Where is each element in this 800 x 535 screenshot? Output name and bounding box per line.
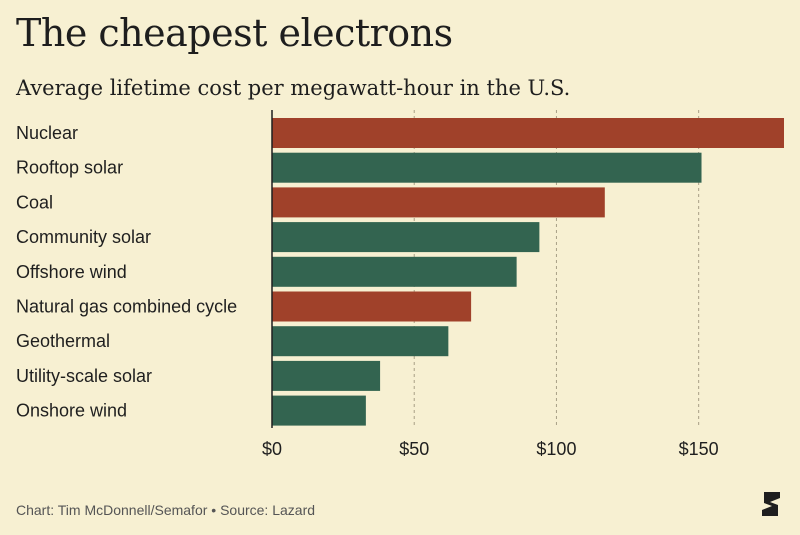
category-label: Coal: [16, 192, 53, 212]
chart-title: The cheapest electrons: [16, 11, 453, 55]
source-credit: Chart: Tim McDonnell/Semafor • Source: L…: [16, 502, 316, 518]
bar-offshore-wind: [272, 256, 517, 287]
x-tick-label: $100: [536, 439, 576, 459]
bar-geothermal: [272, 326, 449, 357]
bar-rooftop-solar: [272, 152, 702, 183]
category-label: Community solar: [16, 227, 151, 247]
category-label: Rooftop solar: [16, 158, 123, 178]
category-label: Onshore wind: [16, 401, 127, 421]
category-label: Utility-scale solar: [16, 366, 152, 386]
bar-onshore-wind: [272, 395, 366, 426]
x-tick-label: $50: [399, 439, 429, 459]
bar-coal: [272, 187, 605, 218]
category-label: Offshore wind: [16, 262, 127, 282]
x-tick-label: $150: [679, 439, 719, 459]
bar-chart: Nuclear Rooftop solar Coal Community solar O…: [16, 110, 784, 459]
bar-natural-gas-combined-cycle: [272, 291, 472, 322]
category-label: Nuclear: [16, 123, 78, 143]
bar-nuclear: [272, 118, 784, 148]
chart-subtitle: Average lifetime cost per megawatt-hour …: [16, 76, 571, 100]
category-label: Geothermal: [16, 331, 110, 351]
x-tick-label: $0: [262, 439, 282, 459]
semafor-s-logo-icon: [762, 492, 780, 516]
bar-community-solar: [272, 222, 540, 253]
bar-utility-scale-solar: [272, 360, 381, 391]
category-label: Natural gas combined cycle: [16, 297, 237, 317]
